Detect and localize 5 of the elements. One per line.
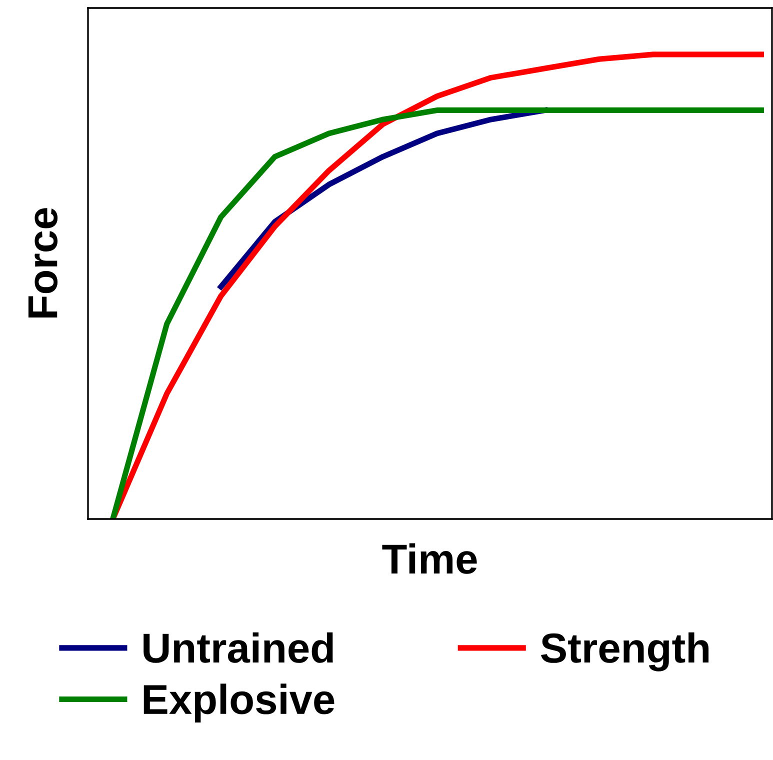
x-axis-title: Time xyxy=(382,543,477,574)
legend-label: Explosive xyxy=(144,684,334,722)
legend-label: Untrained xyxy=(144,632,333,663)
y-axis-title: Force xyxy=(28,208,58,318)
legend-label: Strength xyxy=(540,632,708,672)
